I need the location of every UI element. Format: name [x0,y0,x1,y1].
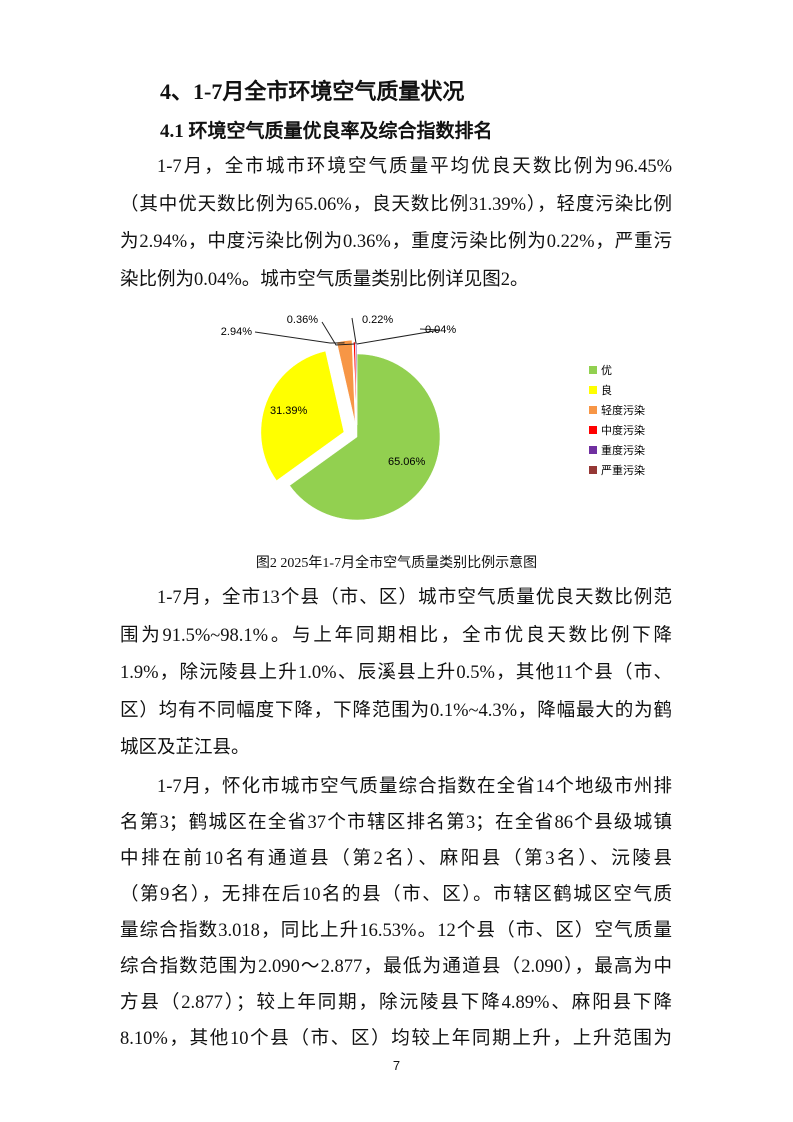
paragraph-line: 综合指数范围为2.090～2.877，最低为通道县（2.090），最高为中 [120,957,672,977]
data-label: 2.94% [221,326,252,338]
data-label: 0.22% [362,314,393,326]
pie-slice-0 [289,353,441,521]
legend-swatch [589,426,597,434]
subsection-heading: 4.1 环境空气质量优良率及综合指数排名 [160,121,493,142]
pie-chart: 65.06% 31.39% 2.94% 0.36% 0.22% 0.04% 优良轻度污染中度… [221,314,645,521]
leader-line [321,321,355,346]
pie-slice-1 [260,350,345,481]
data-label: 0.36% [287,314,318,326]
legend-label: 优 [601,364,612,377]
paragraph-line: 围为91.5%~98.1%。与上年同期相比，全市优良天数比例下降 [120,625,672,646]
legend-label: 重度污染 [601,443,645,457]
paragraph-line: 中排在前10名有通道县（第2名）、麻阳县（第3名）、沅陵县 [120,849,672,869]
paragraph-line: 方县（2.877）；较上年同期，除沅陵县下降4.89%、麻阳县下降 [120,993,672,1013]
legend-label: 中度污染 [601,423,645,437]
legend-swatch [589,366,597,374]
section-heading: 4、1-7月全市环境空气质量状况 [160,79,465,104]
paragraph-line: 染比例为0.04%。城市空气质量类别比例详见图2。 [120,269,529,290]
paragraph-line: 1-7月，全市13个县（市、区）城市空气质量优良天数比例范 [157,588,672,608]
legend-swatch [589,406,597,414]
leader-line [254,331,345,344]
pie-slice-2 [336,339,356,424]
legend-swatch [589,446,597,454]
leader-line [351,317,357,345]
legend-label: 良 [601,383,612,397]
paragraph-2: 1-7月，全市13个县（市、区）城市空气质量优良天数比例范围为91.5%~98.… [120,580,672,768]
paragraph-line: 量综合指数3.018，同比上升16.53%。12个县（市、区）空气质量 [120,921,672,941]
legend-label: 轻度污染 [601,403,645,417]
paragraph-line: 1-7月，怀化市城市空气质量综合指数在全省14个地级市州排 [157,777,672,797]
data-label: 65.06% [388,456,426,468]
legend-swatch [589,386,597,394]
figure-caption: 图2 2025年1-7月全市空气质量类别比例示意图 [255,556,538,571]
leader-line [356,328,441,345]
paragraph-3: 1-7月，怀化市城市空气质量综合指数在全省14个地级市州排名第3；鹤城区在全省3… [120,769,672,1057]
paragraph-line: （第9名），无排在后10名的县（市、区）。市辖区鹤城区空气质 [120,885,672,905]
data-label: 0.04% [425,324,456,336]
paragraph-line: 城区及芷江县。 [120,738,250,758]
page-number: 7 [392,1058,401,1073]
paragraph-line: 1-7月，全市城市环境空气质量平均优良天数比例为96.45% [157,157,672,177]
paragraph-line: 为2.94%，中度污染比例为0.36%，重度污染比例为0.22%，严重污 [120,232,672,252]
paragraph-line: 名第3；鹤城区在全省37个市辖区排名第3；在全省86个县级城镇 [120,813,672,833]
paragraph-1: 1-7月，全市城市环境空气质量平均优良天数比例为96.45% （其中优天数比例为6… [120,149,672,299]
legend-label: 严重污染 [601,463,645,477]
data-label: 31.39% [270,405,308,417]
paragraph-line: 8.10%，其他10个县（市、区）均较上年同期上升，上升范围为 [120,1029,672,1049]
legend-swatch [589,466,597,474]
paragraph-line: （其中优天数比例为65.06%，良天数比例31.39%），轻度污染比例 [120,194,672,215]
paragraph-line: 区）均有不同幅度下降，下降范围为0.1%~4.3%，降幅最大的为鹤 [120,700,672,721]
paragraph-line: 1.9%，除沅陵县上升1.0%、辰溪县上升0.5%，其他11个县（市、 [120,663,672,683]
